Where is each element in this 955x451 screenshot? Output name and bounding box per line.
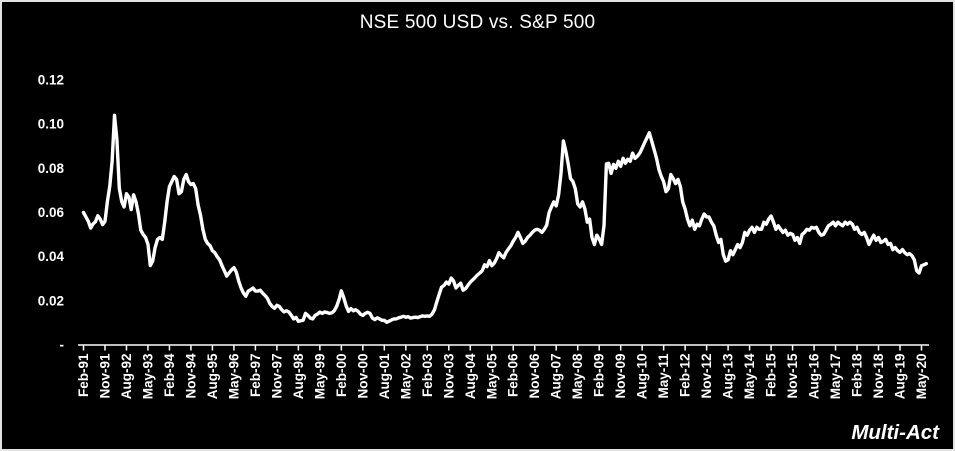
x-tick-label: Feb-18 <box>850 353 865 397</box>
ratio-line-series <box>81 113 928 324</box>
x-tick-label: Nov-03 <box>441 353 456 399</box>
x-tick-label: May-05 <box>484 353 499 399</box>
x-tick-label: May-17 <box>828 354 843 400</box>
x-tick-label: May-96 <box>226 353 241 399</box>
y-tick-label: 0.12 <box>38 73 64 88</box>
y-tick-label: 0.10 <box>38 117 64 132</box>
chart-title: NSE 500 USD vs. S&P 500 <box>359 12 596 33</box>
x-tick-label: Aug-10 <box>635 354 650 400</box>
x-tick-label: May-20 <box>914 354 929 400</box>
x-tick-label: Aug-07 <box>549 354 564 400</box>
x-tick-label: Nov-00 <box>355 354 370 399</box>
x-tick-label: Aug-98 <box>291 353 306 399</box>
x-tick-label: Feb-91 <box>76 353 91 397</box>
x-tick-label: Feb-97 <box>248 354 263 398</box>
x-tick-label: Nov-94 <box>183 353 198 399</box>
x-tick-label: Aug-19 <box>893 354 908 400</box>
x-tick-label: Feb-15 <box>764 353 779 397</box>
x-tick-label: Feb-94 <box>162 353 177 397</box>
y-tick-label: - <box>60 338 65 353</box>
brand-watermark: Multi-Act <box>851 421 939 444</box>
x-tick-label: Aug-92 <box>119 354 134 400</box>
y-tick-label: 0.04 <box>38 249 65 264</box>
x-tick-label: May-99 <box>312 354 327 400</box>
y-tick-label: 0.08 <box>38 161 65 176</box>
x-tick-label: Feb-00 <box>334 354 349 398</box>
x-tick-label: May-02 <box>398 354 413 400</box>
x-tick-label: Nov-91 <box>98 353 113 399</box>
y-tick-label: 0.02 <box>38 293 64 308</box>
x-tick-label: Aug-01 <box>377 353 392 399</box>
x-tick-label: Feb-09 <box>592 354 607 398</box>
x-tick-label: Aug-04 <box>463 353 478 399</box>
x-tick-label: May-93 <box>141 353 156 399</box>
x-tick-label: May-14 <box>742 353 757 399</box>
x-tick-label: Nov-09 <box>613 354 628 399</box>
x-tick-label: May-08 <box>570 353 585 399</box>
x-tick-label: Aug-16 <box>807 353 822 399</box>
x-tick-label: Nov-12 <box>699 354 714 399</box>
x-tick-label: Nov-06 <box>527 353 542 399</box>
x-tick-label: Aug-13 <box>721 353 736 399</box>
x-tick-label: Feb-12 <box>678 354 693 398</box>
x-tick-label: Feb-06 <box>506 353 521 397</box>
x-tick-label: Aug-95 <box>205 353 220 399</box>
y-tick-label: 0.06 <box>38 205 65 220</box>
x-tick-label: May-11 <box>656 353 671 399</box>
x-tick-label: Nov-15 <box>785 353 800 399</box>
x-tick-label: Nov-97 <box>269 354 284 399</box>
x-tick-label: Nov-18 <box>871 353 886 399</box>
x-tick-label: Feb-03 <box>420 353 435 397</box>
